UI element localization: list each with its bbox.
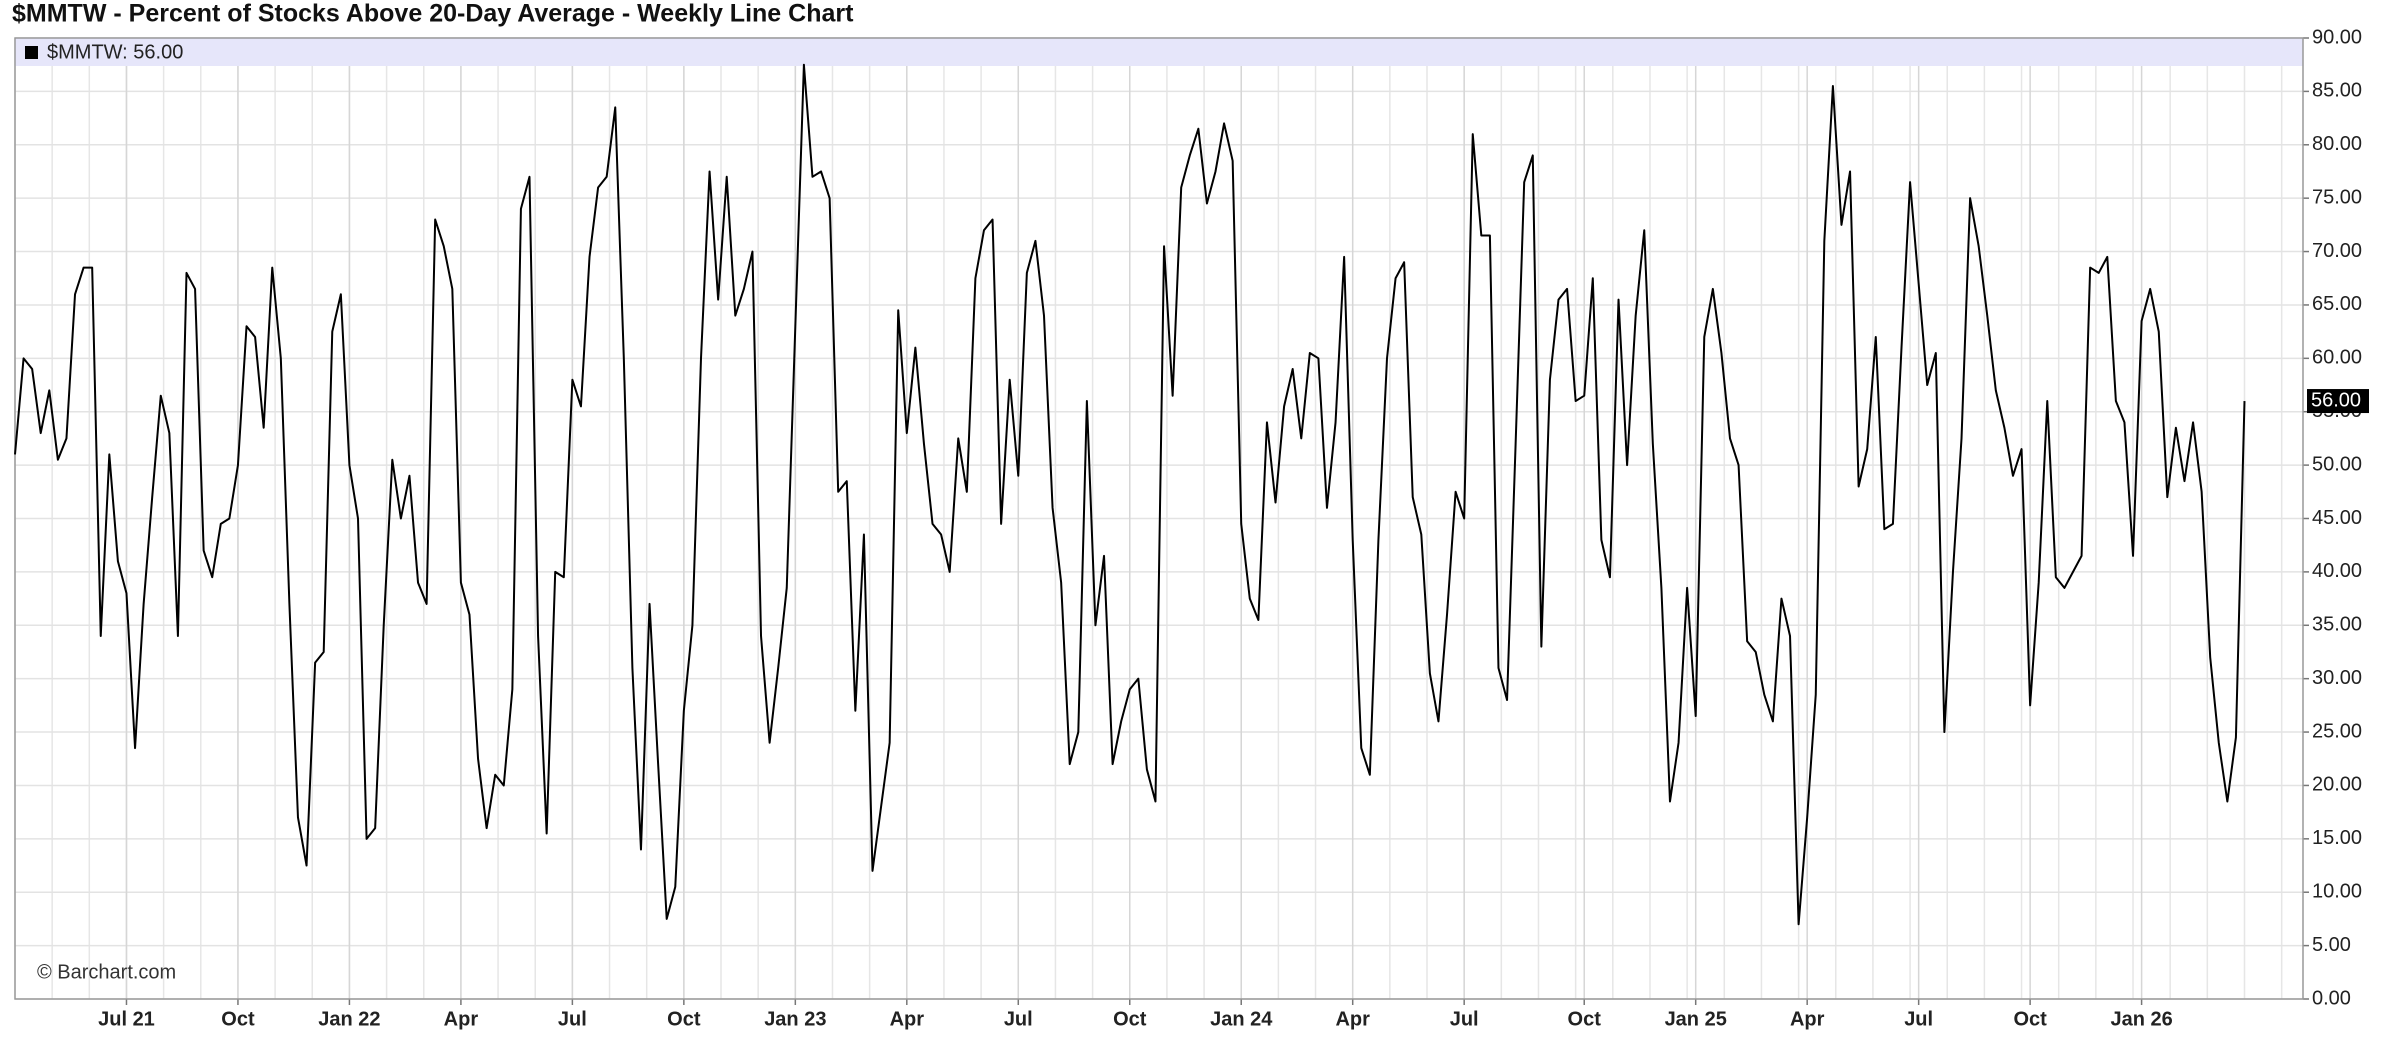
y-tick-label: 35.00 <box>2312 614 2362 636</box>
y-tick-label: 50.00 <box>2312 453 2362 475</box>
legend-label: $MMTW: 56.00 <box>47 41 183 63</box>
data-line <box>14 63 2246 926</box>
x-tick-label: Jan 25 <box>1665 1008 1727 1030</box>
x-tick-label: Jul 21 <box>98 1008 155 1030</box>
legend-swatch <box>25 46 38 59</box>
last-value-box <box>2307 389 2369 414</box>
y-tick-label: 40.00 <box>2312 560 2362 582</box>
x-tick-label: Oct <box>1113 1008 1147 1030</box>
plot-border <box>14 37 2304 1000</box>
y-tick-label: 10.00 <box>2312 881 2362 903</box>
x-tick-label: Jul <box>1904 1008 1933 1030</box>
x-tick-label: Jan 26 <box>2110 1008 2172 1030</box>
x-tick-label: Jan 22 <box>318 1008 380 1030</box>
x-tick-label: Jul <box>1004 1008 1033 1030</box>
x-tick-label: Apr <box>1790 1008 1825 1030</box>
y-tick-label: 85.00 <box>2312 80 2362 102</box>
x-tick-label: Apr <box>444 1008 479 1030</box>
x-tick-label: Oct <box>221 1008 255 1030</box>
x-tick-label: Jan 24 <box>1210 1008 1273 1030</box>
y-tick-label: 90.00 <box>2312 26 2362 48</box>
x-tick-label: Oct <box>2013 1008 2047 1030</box>
x-tick-label: Jul <box>1450 1008 1479 1030</box>
y-tick-label: 75.00 <box>2312 186 2362 208</box>
x-tick-label: Apr <box>890 1008 925 1030</box>
watermark: © Barchart.com <box>37 961 176 983</box>
y-tick-label: 80.00 <box>2312 133 2362 155</box>
y-tick-label: 15.00 <box>2312 827 2362 849</box>
last-value-label: 56.00 <box>2311 389 2361 411</box>
y-tick-label: 5.00 <box>2312 934 2351 956</box>
y-tick-label: 45.00 <box>2312 507 2362 529</box>
chart-title: $MMTW - Percent of Stocks Above 20-Day A… <box>12 0 854 28</box>
x-tick-label: Oct <box>1568 1008 1602 1030</box>
y-tick-label: 65.00 <box>2312 293 2362 315</box>
x-tick-label: Oct <box>667 1008 701 1030</box>
x-tick-label: Jul <box>558 1008 587 1030</box>
y-tick-label: 60.00 <box>2312 347 2362 369</box>
y-tick-label: 30.00 <box>2312 667 2362 689</box>
legend-band <box>15 38 2303 66</box>
x-tick-label: Apr <box>1335 1008 1370 1030</box>
y-tick-label: 25.00 <box>2312 720 2362 742</box>
y-tick-label: 70.00 <box>2312 240 2362 262</box>
y-tick-label: 20.00 <box>2312 774 2362 796</box>
y-tick-label: 0.00 <box>2312 987 2351 1009</box>
x-tick-label: Jan 23 <box>764 1008 826 1030</box>
